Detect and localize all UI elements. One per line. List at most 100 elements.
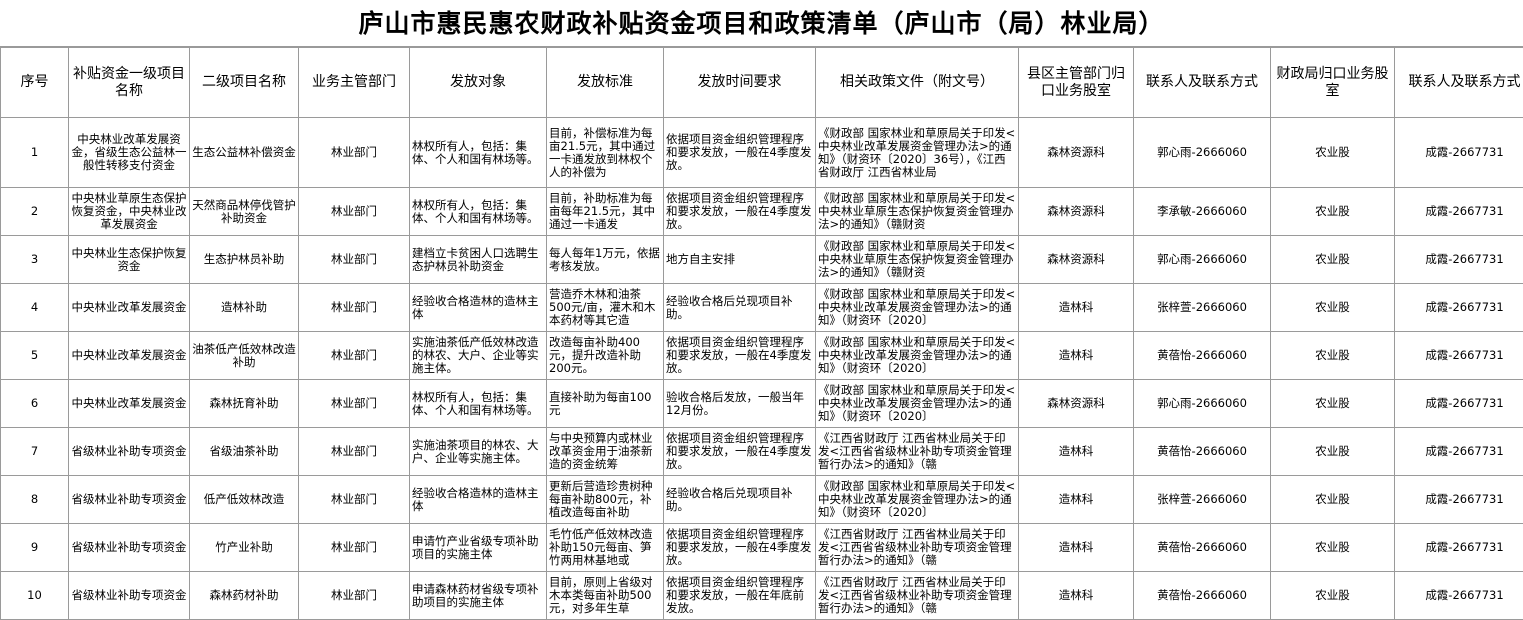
cell-text: 农业股 xyxy=(1315,444,1350,458)
cell-text: 实施油茶项目的林农、大户、企业等实施主体。 xyxy=(412,437,539,465)
table-cell: 农业股 xyxy=(1270,379,1395,428)
cell-content: 林业部门 xyxy=(299,118,409,187)
cell-content: 黄蓓怡-2666060 xyxy=(1134,428,1270,475)
table-cell: 经验收合格后兑现项目补助。 xyxy=(663,475,816,524)
table-cell: 森林药材补助 xyxy=(189,571,299,620)
table-cell: 《财政部 国家林业和草原局关于印发<中央林业草原生态保护恢复资金管理办法>的通知… xyxy=(815,187,1019,236)
table-cell: 农业股 xyxy=(1270,571,1395,620)
table-cell: 依据项目资金组织管理程序和要求发放，一般在4季度发放。 xyxy=(663,331,816,380)
cell-content: 农业股 xyxy=(1271,118,1394,187)
table-cell: 郭心雨-2666060 xyxy=(1133,379,1271,428)
cell-text: 林业部门 xyxy=(331,204,377,218)
cell-content: 成霞-2667731 xyxy=(1395,572,1523,619)
cell-content: 4 xyxy=(1,284,68,331)
table-cell: 林业部门 xyxy=(298,283,410,332)
table-cell: 天然商品林停伐管护补助资金 xyxy=(189,187,299,236)
table-cell: 8 xyxy=(0,475,69,524)
cell-content: 7 xyxy=(1,428,68,475)
cell-content: 造林科 xyxy=(1019,524,1133,571)
table-cell: 森林资源科 xyxy=(1018,235,1134,284)
cell-text: 《财政部 国家林业和草原局关于印发<中央林业改革发展资金管理办法>的通知》（财资… xyxy=(818,335,1016,375)
cell-text: 营造乔木林和油茶500元/亩，灌木和木本药材等其它造 xyxy=(549,287,656,327)
cell-text: 《财政部 国家林业和草原局关于印发<中央林业改革发展资金管理办法>的通知》（财资… xyxy=(818,479,1016,519)
table-cell: 林权所有人，包括：集体、个人和国有林场等。 xyxy=(409,379,547,428)
cell-text: 毛竹低产低效林改造补助150元每亩、笋竹两用林基地或 xyxy=(549,527,653,567)
cell-text: 《江西省财政厅 江西省林业局关于印发<江西省省级林业补助专项资金管理暂行办法>的… xyxy=(818,527,1012,567)
table-cell: 中央林业改革发展资金 xyxy=(68,379,190,428)
table-cell: 二级项目名称 xyxy=(189,47,299,118)
cell-content: 黄蓓怡-2666060 xyxy=(1134,572,1270,619)
cell-content: 依据项目资金组织管理程序和要求发放，一般在年底前发放。 xyxy=(664,572,815,619)
cell-text: 农业股 xyxy=(1315,396,1350,410)
cell-content: 与中央预算内或林业改革资金用于油茶新造的资金统筹 xyxy=(547,428,663,475)
cell-text: 依据项目资金组织管理程序和要求发放，一般在4季度发放。 xyxy=(666,132,812,172)
cell-text: 《江西省财政厅 江西省林业局关于印发<江西省省级林业补助专项资金管理暂行办法>的… xyxy=(818,575,1012,615)
cell-content: 申请森林药材省级专项补助项目的实施主体 xyxy=(410,572,546,619)
cell-content: 林业部门 xyxy=(299,428,409,475)
table-cell: 依据项目资金组织管理程序和要求发放，一般在4季度发放。 xyxy=(663,523,816,572)
cell-text: 序号 xyxy=(20,74,49,90)
cell-text: 林权所有人，包括：集体、个人和国有林场等。 xyxy=(412,389,539,417)
table-cell: 成霞-2667731 xyxy=(1394,427,1523,476)
cell-text: 依据项目资金组织管理程序和要求发放，一般在4季度发放。 xyxy=(666,431,812,471)
table-cell: 目前，补助标准为每亩每年21.5元，其中通过一卡通发 xyxy=(546,187,664,236)
cell-text: 省级林业补助专项资金 xyxy=(71,540,187,554)
table-cell: 成霞-2667731 xyxy=(1394,283,1523,332)
cell-content: 张梓萱-2666060 xyxy=(1134,284,1270,331)
cell-text: 成霞-2667731 xyxy=(1425,300,1504,314)
cell-content: 县区主管部门归口业务股室 xyxy=(1019,48,1133,117)
table-cell: 地方自主安排 xyxy=(663,235,816,284)
data-row: 4 中央林业改革发展资金 造林补助 林业部门 经验收合格造林的造林主体 营造乔木林和油茶5… xyxy=(0,283,1523,332)
table-cell: 黄蓓怡-2666060 xyxy=(1133,331,1271,380)
cell-text: 2 xyxy=(30,204,39,218)
cell-text: 黄蓓怡-2666060 xyxy=(1157,588,1247,602)
cell-content: 省级油茶补助 xyxy=(190,428,298,475)
cell-text: 森林资源科 xyxy=(1047,204,1105,218)
cell-text: 成霞-2667731 xyxy=(1425,348,1504,362)
table-cell: 毛竹低产低效林改造补助150元每亩、笋竹两用林基地或 xyxy=(546,523,664,572)
table-cell: 联系人及联系方式 xyxy=(1394,47,1523,118)
cell-text: 中央林业改革发展资金 xyxy=(71,396,187,410)
table-cell: 林业部门 xyxy=(298,117,410,188)
table-cell: 4 xyxy=(0,283,69,332)
table-cell: 成霞-2667731 xyxy=(1394,379,1523,428)
cell-text: 相关政策文件（附文号） xyxy=(840,74,994,90)
cell-text: 《财政部 国家林业和草原局关于印发<中央林业改革发展资金管理办法>的通知》（财资… xyxy=(818,383,1016,423)
cell-content: 目前，原则上省级对木本类每亩补助500元，对多年生草 xyxy=(547,572,663,619)
cell-content: 每人每年1万元，依据考核发放。 xyxy=(547,236,663,283)
table-cell: 依据项目资金组织管理程序和要求发放，一般在4季度发放。 xyxy=(663,427,816,476)
cell-content: 农业股 xyxy=(1271,284,1394,331)
cell-content: 生态公益林补偿资金 xyxy=(190,118,298,187)
cell-text: 林业部门 xyxy=(331,540,377,554)
table-cell: 竹产业补助 xyxy=(189,523,299,572)
cell-content: 依据项目资金组织管理程序和要求发放，一般在4季度发放。 xyxy=(664,524,815,571)
table-cell: 建档立卡贫困人口选聘生态护林员补助资金 xyxy=(409,235,547,284)
table-cell: 农业股 xyxy=(1270,523,1395,572)
table-cell: 生态公益林补偿资金 xyxy=(189,117,299,188)
cell-text: 申请森林药材省级专项补助项目的实施主体 xyxy=(412,581,539,609)
table-cell: 生态护林员补助 xyxy=(189,235,299,284)
table-cell: 每人每年1万元，依据考核发放。 xyxy=(546,235,664,284)
table-cell: 林业部门 xyxy=(298,475,410,524)
cell-content: 《江西省财政厅 江西省林业局关于印发<江西省省级林业补助专项资金管理暂行办法>的… xyxy=(816,428,1018,475)
cell-text: 申请竹产业省级专项补助项目的实施主体 xyxy=(412,533,539,561)
cell-text: 经验收合格后兑现项目补助。 xyxy=(666,485,793,513)
cell-content: 实施油茶低产低效林改造的林农、大户、企业等实施主体。 xyxy=(410,332,546,379)
cell-content: 依据项目资金组织管理程序和要求发放，一般在4季度发放。 xyxy=(664,428,815,475)
cell-content: 9 xyxy=(1,524,68,571)
cell-content: 造林科 xyxy=(1019,284,1133,331)
data-row: 8 省级林业补助专项资金 低产低效林改造 林业部门 经验收合格造林的造林主体 更新后营造珍… xyxy=(0,475,1523,524)
table-cell: 《江西省财政厅 江西省林业局关于印发<江西省省级林业补助专项资金管理暂行办法>的… xyxy=(815,427,1019,476)
cell-text: 成霞-2667731 xyxy=(1425,204,1504,218)
table-cell: 验收合格后发放，一般当年12月份。 xyxy=(663,379,816,428)
cell-content: 《财政部 国家林业和草原局关于印发<中央林业改革发展资金管理办法>的通知》（财资… xyxy=(816,380,1018,427)
cell-content: 省级林业补助专项资金 xyxy=(69,476,189,523)
table-cell: 财政局归口业务股室 xyxy=(1270,47,1395,118)
cell-content: 郭心雨-2666060 xyxy=(1134,118,1270,187)
table-cell: 农业股 xyxy=(1270,187,1395,236)
cell-content: 毛竹低产低效林改造补助150元每亩、笋竹两用林基地或 xyxy=(547,524,663,571)
table-cell: 省级林业补助专项资金 xyxy=(68,427,190,476)
table-cell: 成霞-2667731 xyxy=(1394,117,1523,188)
cell-content: 省级林业补助专项资金 xyxy=(69,428,189,475)
